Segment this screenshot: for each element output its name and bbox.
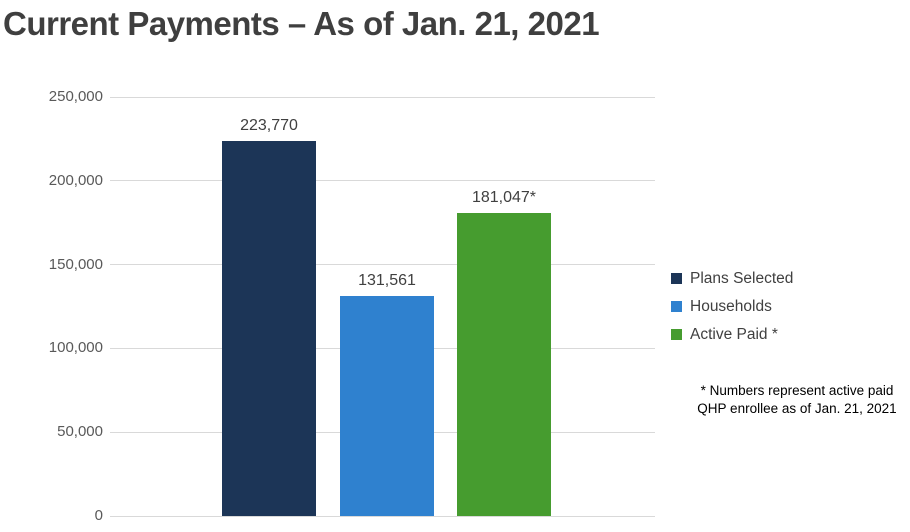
gridline bbox=[110, 515, 655, 517]
legend-label: Plans Selected bbox=[690, 269, 794, 287]
gridline bbox=[110, 180, 655, 182]
chart-title: Current Payments – As of Jan. 21, 2021 bbox=[3, 5, 600, 42]
legend: Plans Selected Households Active Paid * bbox=[671, 270, 793, 354]
legend-label: Households bbox=[690, 297, 772, 315]
bar-active-paid bbox=[457, 212, 551, 516]
bar-plans-selected bbox=[222, 140, 316, 516]
bar-value-label-active-paid: 181,047* bbox=[471, 188, 537, 206]
bar-value-label-plans-selected: 223,770 bbox=[240, 116, 298, 134]
y-axis-tick-label: 100,000 bbox=[48, 339, 103, 357]
legend-label: Active Paid * bbox=[690, 325, 778, 343]
legend-item-plans-selected: Plans Selected bbox=[671, 270, 793, 287]
y-axis-tick-label: 0 bbox=[94, 507, 103, 524]
y-axis-tick-label: 150,000 bbox=[48, 255, 103, 273]
bar-value-label-households: 131,561 bbox=[358, 271, 416, 289]
legend-item-households: Households bbox=[671, 298, 793, 315]
legend-swatch-icon bbox=[671, 301, 682, 312]
legend-swatch-icon bbox=[671, 273, 682, 284]
legend-item-active-paid: Active Paid * bbox=[671, 326, 793, 343]
y-axis-tick-label: 250,000 bbox=[48, 88, 103, 105]
gridline bbox=[110, 96, 655, 98]
gridline bbox=[110, 264, 655, 266]
y-axis-tick-label: 200,000 bbox=[48, 171, 103, 189]
legend-swatch-icon bbox=[671, 329, 682, 340]
y-axis-tick-label: 50,000 bbox=[57, 423, 103, 441]
bar-households bbox=[340, 295, 434, 516]
footnote: * Numbers represent active paid QHP enro… bbox=[688, 382, 906, 417]
footnote-line-1: * Numbers represent active paid bbox=[700, 383, 894, 398]
footnote-line-2: QHP enrollee as of Jan. 21, 2021 bbox=[697, 400, 897, 416]
